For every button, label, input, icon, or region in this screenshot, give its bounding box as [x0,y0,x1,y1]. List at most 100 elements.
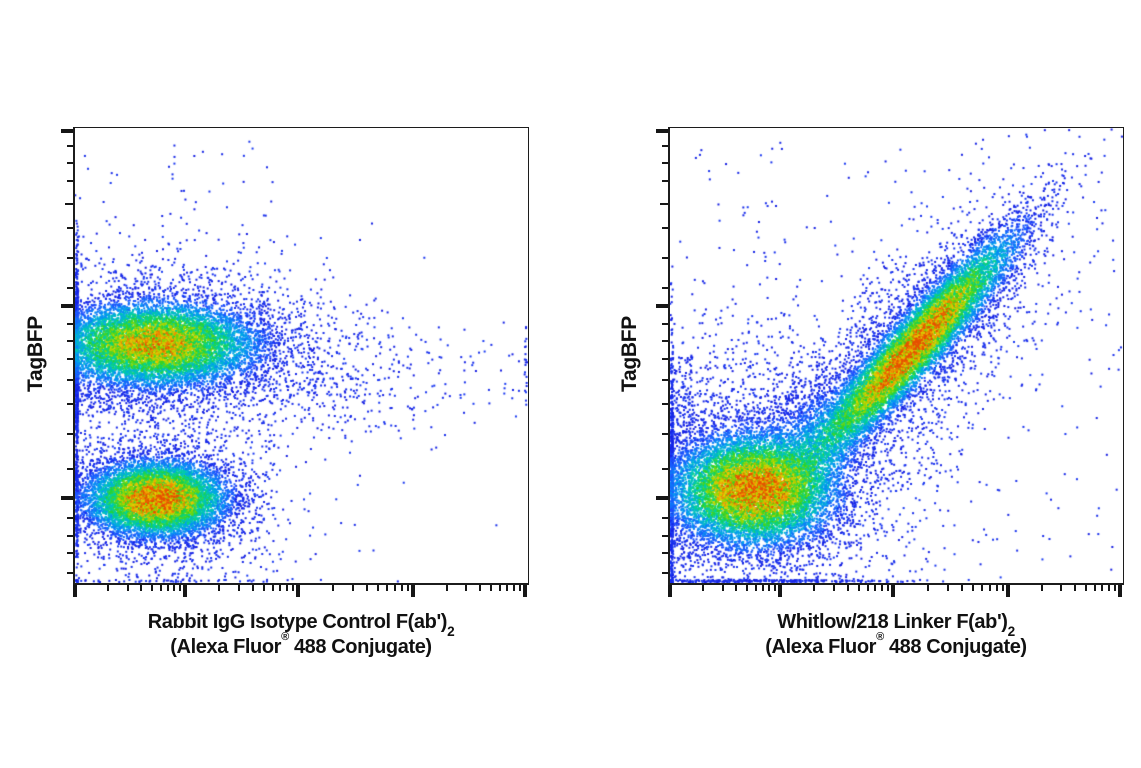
axis-tick-y-minor [67,257,73,260]
axis-tick-x-minor [479,585,482,591]
axis-tick-y-minor [662,551,668,554]
plot-area [61,127,529,597]
axis-tick-x-major [668,585,672,597]
axis-tick-y-minor [67,432,73,435]
axis-tick-x-minor [989,585,992,591]
axis-tick-x-minor [251,585,254,591]
axis-tick-x-minor [813,585,816,591]
axis-tick-y-minor [67,162,73,165]
axis-tick-y-major [61,304,73,308]
axis-tick-x-minor [1101,585,1104,591]
axis-tick-y-minor [662,162,668,165]
axis-tick-x-minor [262,585,265,591]
axis-tick-y-minor [67,535,73,538]
axis-tick-x-minor [1094,585,1096,591]
axis-tick-y-minor [662,323,668,326]
axis-tick-x-minor [366,585,369,591]
axis-tick-y-minor [67,571,73,574]
axis-tick-y-minor [662,145,668,148]
axis-tick-x-major [891,585,895,597]
axis-tick-x-minor [702,585,705,591]
axis-tick-x-minor [745,585,748,591]
x-axis-label-line2: (Alexa Fluor® 488 Conjugate) [170,631,432,658]
axis-tick-x-major [411,585,415,597]
axis-tick-x-minor [490,585,493,591]
axis-tick-x-minor [126,585,129,591]
axis-tick-y-major [656,129,668,133]
axis-tick-x-minor [218,585,221,591]
plot-area [656,127,1124,597]
axis-tick-y-minor [67,357,73,360]
axis-tick-x-minor [774,585,777,591]
axis-tick-x-minor [406,585,409,591]
axis-tick-x-minor [1113,585,1116,591]
axis-tick-x-minor [279,585,282,591]
axis-tick-y-minor [662,535,668,538]
axis-tick-x-minor [386,585,389,591]
axis-tick-x-minor [465,585,468,591]
axis-tick-x-major [523,585,527,597]
axis-tick-y-med [65,202,73,206]
axis-tick-x-minor [445,585,448,591]
axis-tick-x-minor [886,585,889,591]
axis-tick-y-major [61,129,73,133]
x-axis-label: Whitlow/218 Linker F(ab')2 (Alexa Fluor®… [636,610,1141,660]
axis-tick-x-minor [400,585,403,591]
axis-tick-x-minor [107,585,110,591]
axis-tick-x-minor [285,585,288,591]
scatter-canvas [670,128,1123,583]
x-axis-label-line1: Rabbit IgG Isotype Control F(ab')2 [147,611,455,640]
y-axis-label: TagBFP [24,316,47,392]
axis-tick-y-minor [67,551,73,554]
axis-tick-x-minor [735,585,738,591]
axis-tick-x-minor [167,585,170,591]
axis-tick-y-minor [67,516,73,519]
axis-tick-x-minor [1060,585,1063,591]
axis-tick-y-minor [662,339,668,342]
axis-tick-x-major [73,585,77,597]
axis-tick-x-minor [506,585,509,591]
scatter-canvas [75,128,528,583]
axis-tick-x-minor [926,585,929,591]
axis-tick-y-major [656,304,668,308]
axis-tick-x-minor [880,585,883,591]
axis-tick-y-minor [67,145,73,148]
axis-tick-y-minor [662,180,668,183]
axis-tick-x-major [1006,585,1010,597]
x-axis-label: Rabbit IgG Isotype Control F(ab')2 (Alex… [41,610,561,660]
axis-tick-x-minor [291,585,294,591]
axis-tick-x-minor [721,585,724,591]
axis-tick-y-minor [662,468,668,471]
axis-tick-x-minor [972,585,975,591]
x-axis-label-line2: (Alexa Fluor® 488 Conjugate) [765,631,1027,658]
axis-ticks [656,128,1123,597]
axis-tick-x-minor [179,585,182,591]
axis-tick-y-minor [662,227,668,230]
axis-tick-x-minor [1074,585,1077,591]
axis-tick-x-minor [499,585,501,591]
axis-tick-x-minor [351,585,354,591]
axis-tick-x-minor [857,585,860,591]
axis-tick-x-minor [981,585,984,591]
axis-tick-x-minor [1107,585,1110,591]
axis-tick-y-minor [662,378,668,381]
axis-tick-y-minor [67,403,73,406]
axis-tick-y-minor [662,287,668,290]
axis-tick-x-minor [832,585,835,591]
axis-tick-x-minor [237,585,240,591]
axis-tick-x-minor [271,585,274,591]
axis-tick-x-minor [866,585,869,591]
axis-tick-x-major [296,585,300,597]
axis-tick-y-minor [67,378,73,381]
axis-tick-y-minor [67,323,73,326]
axis-tick-x-minor [1085,585,1088,591]
axis-tick-x-minor [159,585,162,591]
axis-tick-y-minor [67,180,73,183]
axis-tick-x-minor [768,585,771,591]
axis-tick-y-minor [67,468,73,471]
axis-tick-y-minor [67,227,73,230]
axis-tick-x-minor [961,585,964,591]
axis-tick-x-minor [1040,585,1043,591]
axis-tick-y-minor [67,287,73,290]
